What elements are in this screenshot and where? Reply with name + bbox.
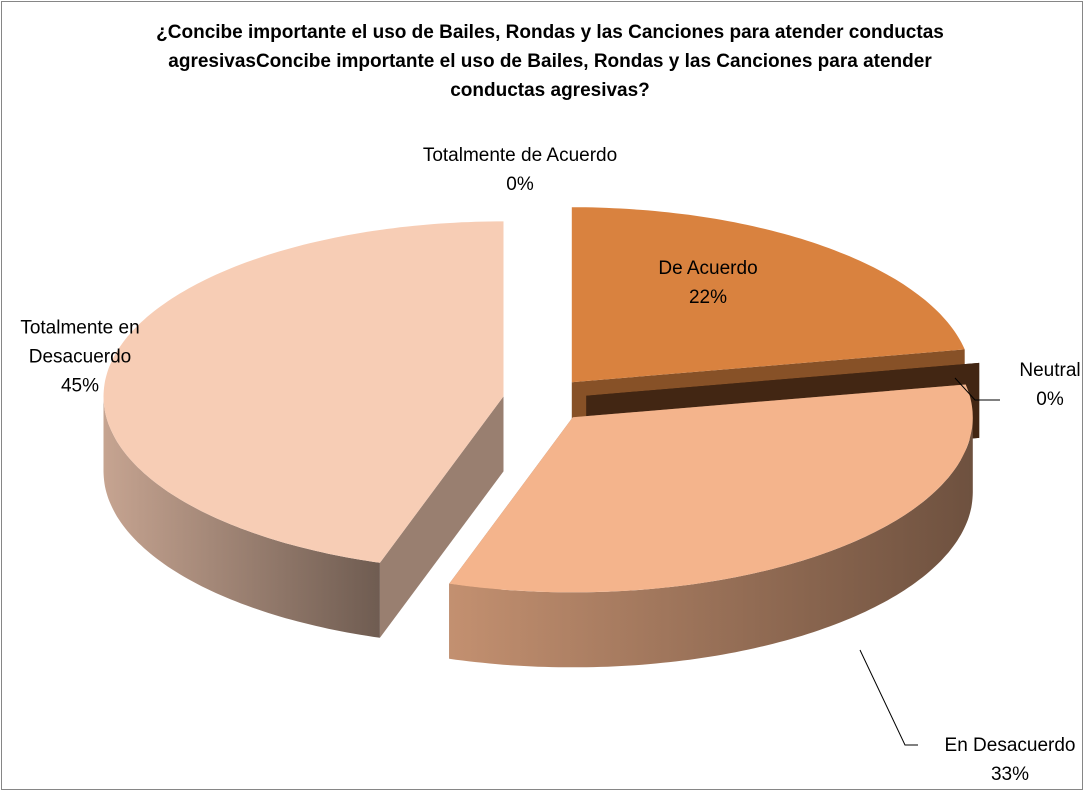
label-category: De Acuerdo [658,258,758,279]
slice [103,221,504,563]
slice-wall [449,417,973,668]
slice [586,362,980,396]
label-category: Totalmente de Acuerdo [422,145,618,166]
chart-title: ¿Concibe importante el uso de Bailes, Ro… [156,22,944,101]
label-value: 45% [60,375,100,397]
label-value: 33% [990,764,1030,785]
label-value: 22% [688,287,728,308]
data-label: Neutral 0% [1005,356,1084,414]
label-category: Neutral [1019,360,1081,381]
slice-side [379,396,504,638]
slice [449,384,973,593]
leader-line [859,649,918,746]
label-category: Totalmente en Desacuerdo [20,317,140,368]
slice [571,207,965,383]
data-label: Totalmente de Acuerdo 0% [420,141,620,199]
data-label: En Desacuerdo 33% [910,731,1084,789]
label-value: 0% [1036,389,1064,410]
slice-wall [103,396,380,638]
label-category: En Desacuerdo [944,735,1076,756]
label-value: 0% [506,174,534,195]
data-label: De Acuerdo 22% [628,254,788,312]
data-label: Totalmente en Desacuerdo 45% [0,314,160,401]
leader-line [954,377,1000,401]
